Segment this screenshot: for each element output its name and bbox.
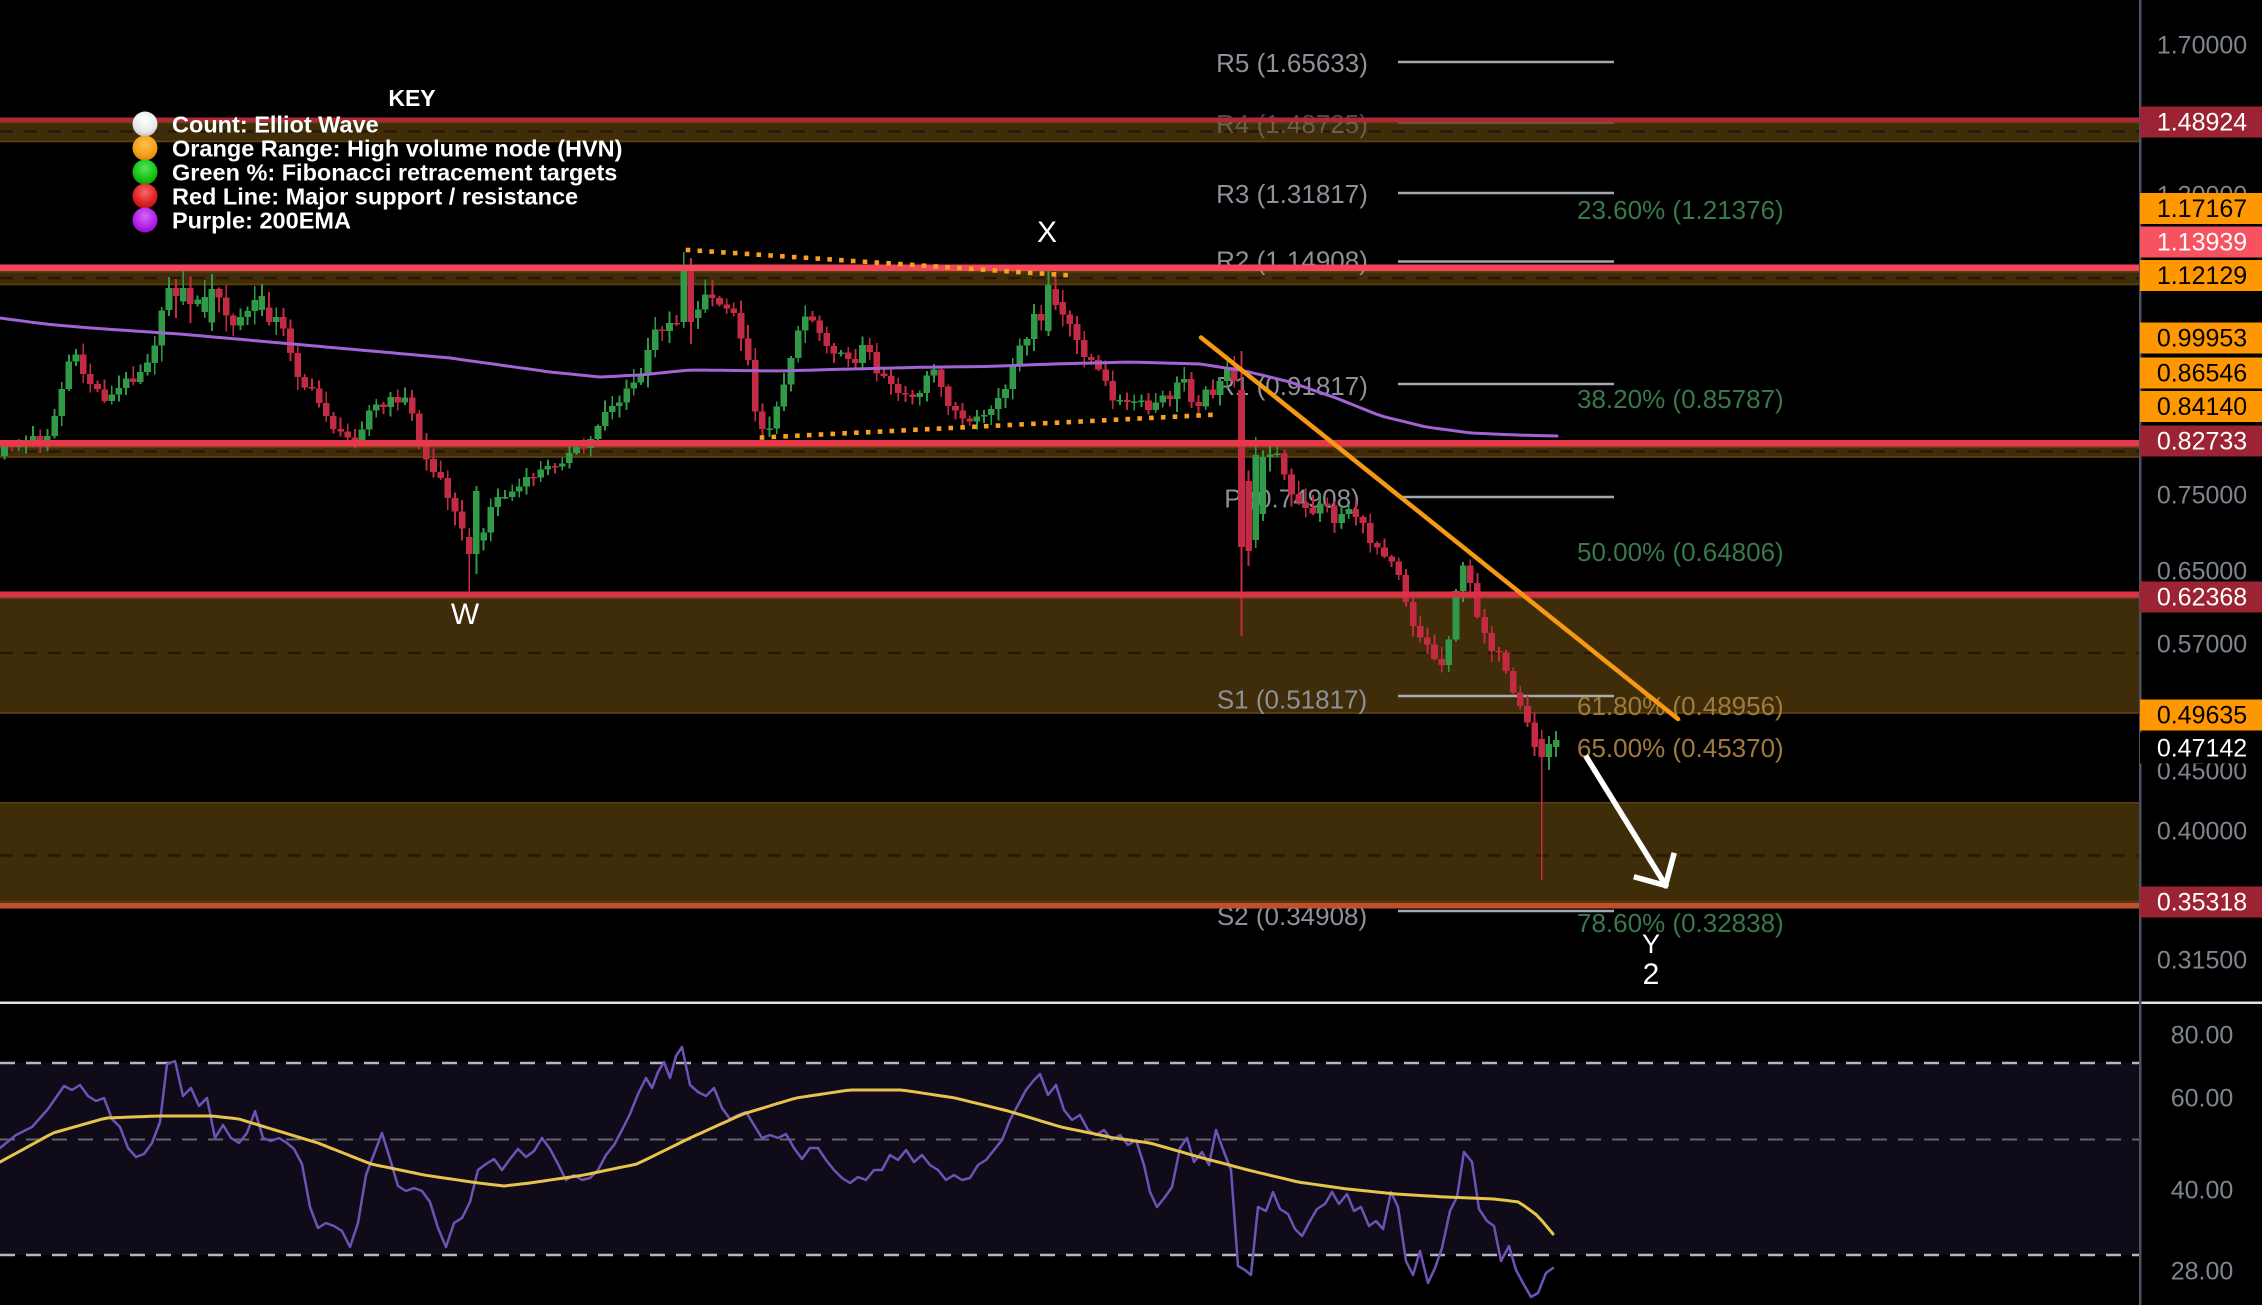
svg-text:0.86546: 0.86546: [2157, 360, 2247, 388]
svg-text:R4 (1.48725): R4 (1.48725): [1216, 109, 1368, 139]
svg-text:60.00: 60.00: [2171, 1085, 2234, 1113]
svg-text:W: W: [451, 598, 480, 631]
svg-text:78.60% (0.32838): 78.60% (0.32838): [1577, 908, 1784, 938]
svg-text:Orange Range: High volume node: Orange Range: High volume node (HVN): [172, 136, 622, 162]
svg-text:0.49635: 0.49635: [2157, 702, 2247, 730]
svg-text:0.62368: 0.62368: [2157, 584, 2247, 612]
svg-text:S1 (0.51817): S1 (0.51817): [1217, 685, 1367, 715]
svg-text:0.84140: 0.84140: [2157, 393, 2247, 421]
svg-text:R5 (1.65633): R5 (1.65633): [1216, 48, 1368, 78]
svg-text:0.65000: 0.65000: [2157, 558, 2247, 586]
svg-text:1.12129: 1.12129: [2157, 262, 2247, 290]
svg-text:0.35318: 0.35318: [2157, 889, 2247, 917]
svg-text:1.13939: 1.13939: [2157, 229, 2247, 257]
svg-text:0.99953: 0.99953: [2157, 325, 2247, 353]
svg-text:2: 2: [1643, 958, 1660, 991]
svg-text:R3 (1.31817): R3 (1.31817): [1216, 179, 1368, 209]
svg-text:40.00: 40.00: [2171, 1177, 2234, 1205]
svg-text:38.20% (0.85787): 38.20% (0.85787): [1577, 384, 1784, 414]
svg-text:50.00% (0.64806): 50.00% (0.64806): [1577, 537, 1784, 567]
svg-text:80.00: 80.00: [2171, 1022, 2234, 1050]
svg-text:1.17167: 1.17167: [2157, 195, 2247, 223]
svg-text:23.60% (1.21376): 23.60% (1.21376): [1577, 195, 1784, 225]
svg-text:1.70000: 1.70000: [2157, 32, 2247, 60]
svg-text:Purple: 200EMA: Purple: 200EMA: [172, 208, 351, 234]
svg-text:1.48924: 1.48924: [2157, 109, 2247, 137]
svg-text:X: X: [1037, 216, 1057, 249]
svg-text:Red Line: Major support / resi: Red Line: Major support / resistance: [172, 184, 578, 210]
svg-text:28.00: 28.00: [2171, 1258, 2234, 1286]
svg-text:0.47142: 0.47142: [2157, 735, 2247, 763]
svg-text:Y: Y: [1642, 929, 1660, 959]
svg-text:KEY: KEY: [388, 85, 435, 111]
svg-text:0.40000: 0.40000: [2157, 818, 2247, 846]
svg-text:Count: Elliot Wave: Count: Elliot Wave: [172, 112, 379, 138]
svg-text:0.75000: 0.75000: [2157, 482, 2247, 510]
svg-text:61.80% (0.48956): 61.80% (0.48956): [1577, 691, 1784, 721]
svg-text:0.82733: 0.82733: [2157, 428, 2247, 456]
svg-text:65.00% (0.45370): 65.00% (0.45370): [1577, 733, 1784, 763]
svg-text:0.57000: 0.57000: [2157, 631, 2247, 659]
svg-text:Green %: Fibonacci retracement: Green %: Fibonacci retracement targets: [172, 160, 617, 186]
svg-text:0.31500: 0.31500: [2157, 947, 2247, 975]
